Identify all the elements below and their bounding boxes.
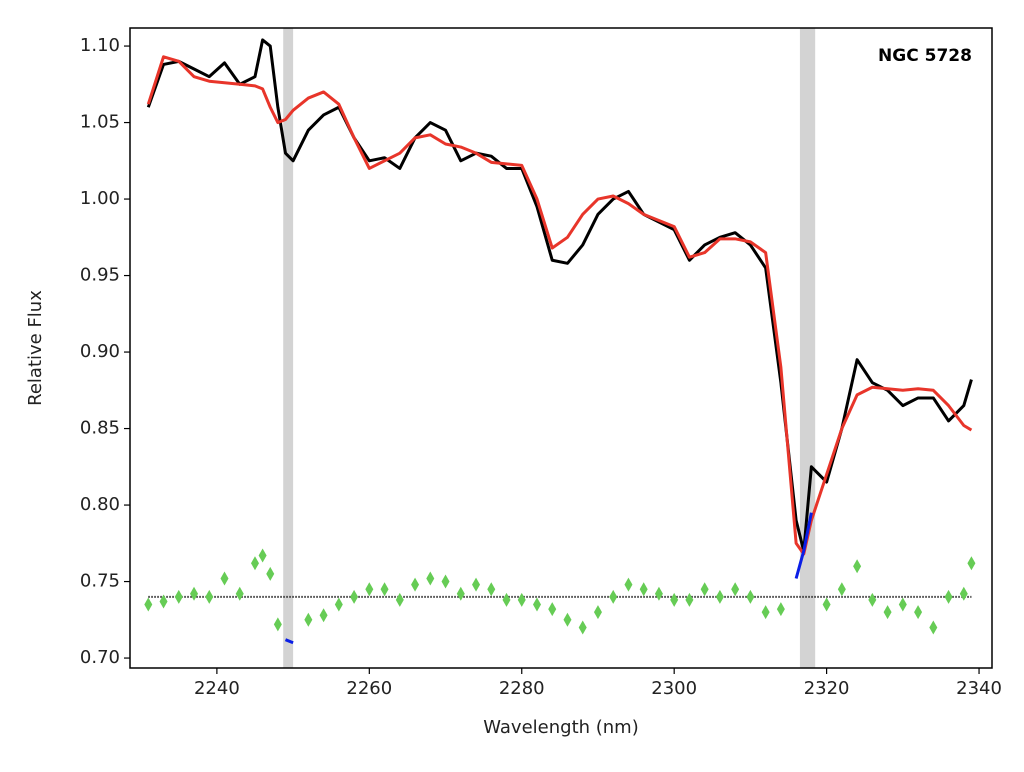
residual-point <box>395 592 404 607</box>
series-line <box>284 512 813 645</box>
residual-point <box>266 566 275 581</box>
residual-point <box>487 582 496 597</box>
residual-point <box>853 559 862 574</box>
y-tick-label: 1.00 <box>80 188 120 209</box>
residual-point <box>426 571 435 586</box>
residual-point <box>273 617 282 632</box>
residual-point <box>159 594 168 609</box>
series-line <box>146 38 973 553</box>
residual-point <box>624 577 633 592</box>
residual-point <box>190 586 199 601</box>
residual-point <box>174 589 183 604</box>
residual-point <box>365 582 374 597</box>
residual-point <box>334 597 343 612</box>
residual-point <box>258 548 267 563</box>
residual-point <box>700 582 709 597</box>
series-line <box>146 55 973 556</box>
residual-point <box>411 577 420 592</box>
residual-point <box>350 589 359 604</box>
residual-point <box>639 582 648 597</box>
residual-point <box>609 589 618 604</box>
residual-point <box>548 602 557 617</box>
x-axis-label: Wavelength (nm) <box>483 717 639 738</box>
residual-point <box>220 571 229 586</box>
residual-point <box>670 592 679 607</box>
residual-point <box>883 605 892 620</box>
residual-point <box>205 589 214 604</box>
plot-frame <box>129 27 993 669</box>
residual-point <box>731 582 740 597</box>
residual-point <box>235 586 244 601</box>
residual-point <box>456 586 465 601</box>
residual-point <box>914 605 923 620</box>
residual-point <box>441 574 450 589</box>
masked-region <box>283 28 294 668</box>
residual-point <box>517 592 526 607</box>
x-tick-label: 2300 <box>651 678 697 699</box>
y-tick-label: 0.70 <box>80 647 120 668</box>
residual-point <box>959 586 968 601</box>
residual-point <box>868 592 877 607</box>
residual-point <box>776 602 785 617</box>
y-tick-label: 0.80 <box>80 494 120 515</box>
residual-point <box>319 608 328 623</box>
residual-point <box>761 605 770 620</box>
residual-point <box>822 597 831 612</box>
x-tick-label: 2240 <box>194 678 240 699</box>
residual-point <box>929 620 938 635</box>
residual-point <box>944 589 953 604</box>
residual-point <box>654 586 663 601</box>
residual-point <box>304 612 313 627</box>
residual-point <box>563 612 572 627</box>
residual-point <box>967 556 976 571</box>
residual-point <box>715 589 724 604</box>
x-tick-label: 2280 <box>499 678 545 699</box>
masked-region <box>799 28 816 668</box>
residual-point <box>593 605 602 620</box>
residual-point <box>578 620 587 635</box>
x-tick-label: 2320 <box>804 678 850 699</box>
residual-point <box>250 556 259 571</box>
residual-point <box>472 577 481 592</box>
y-tick-label: 0.90 <box>80 341 120 362</box>
residual-point <box>502 592 511 607</box>
residual-point <box>746 589 755 604</box>
annotation: NGC 5728 <box>878 46 972 66</box>
residual-point <box>380 582 389 597</box>
y-tick-label: 0.85 <box>80 418 120 439</box>
x-tick-label: 2340 <box>956 678 1002 699</box>
residual-point <box>532 597 541 612</box>
y-tick-label: 0.95 <box>80 265 120 286</box>
y-tick-label: 0.75 <box>80 571 120 592</box>
x-tick-label: 2260 <box>346 678 392 699</box>
residual-point <box>144 597 153 612</box>
y-tick-label: 1.10 <box>80 35 120 56</box>
y-tick-label: 1.05 <box>80 112 120 133</box>
residual-point <box>898 597 907 612</box>
residual-point <box>837 582 846 597</box>
y-axis-label: Relative Flux <box>25 290 46 406</box>
residual-point <box>685 592 694 607</box>
